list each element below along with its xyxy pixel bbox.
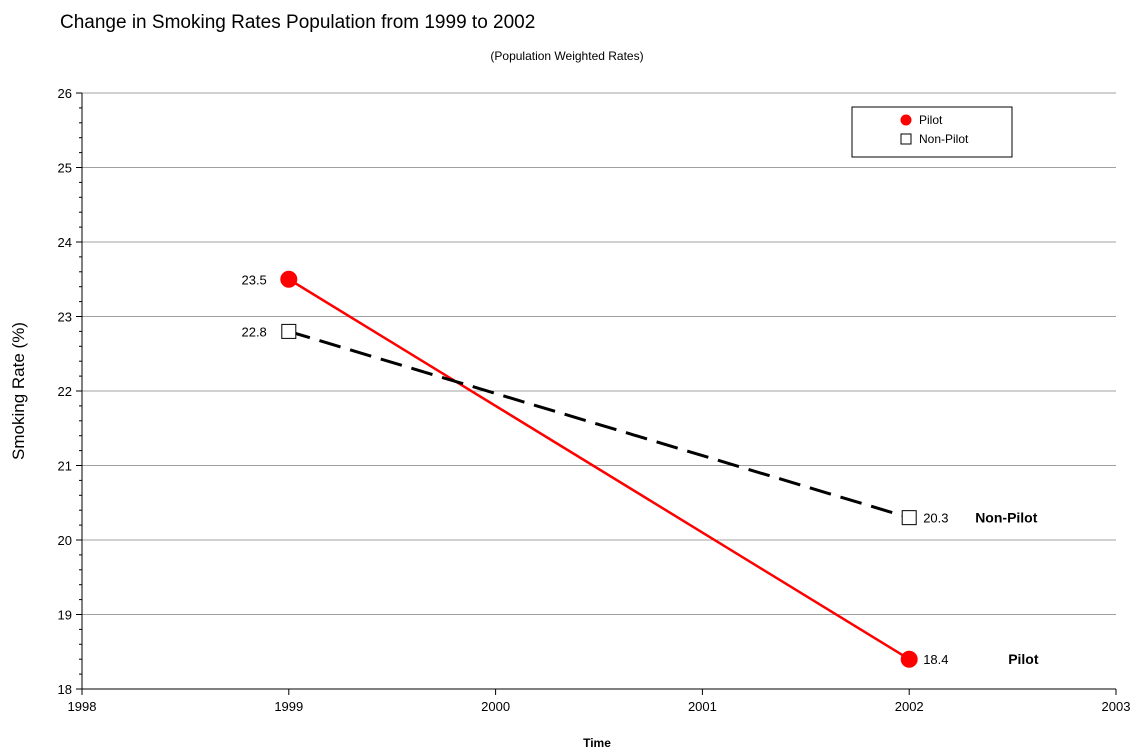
data-point-pilot <box>900 650 918 668</box>
y-tick-label-19: 19 <box>58 608 72 623</box>
end-label-non-pilot: Non-Pilot <box>975 510 1038 526</box>
x-tick-label-2001: 2001 <box>688 699 717 714</box>
x-tick-label-2002: 2002 <box>895 699 924 714</box>
data-label-non-pilot: 22.8 <box>241 324 266 339</box>
legend-label-pilot: Pilot <box>919 113 943 127</box>
data-label-pilot: 23.5 <box>241 272 266 287</box>
chart-title: Change in Smoking Rates Population from … <box>60 12 535 33</box>
y-tick-label-25: 25 <box>58 161 72 176</box>
data-point-non-pilot <box>281 323 297 339</box>
end-label-pilot: Pilot <box>1008 651 1039 667</box>
y-tick-label-18: 18 <box>58 682 72 697</box>
data-point-non-pilot <box>901 510 917 526</box>
y-tick-label-24: 24 <box>58 235 72 250</box>
legend-marker-non-pilot <box>900 133 912 145</box>
y-axis-label: Smoking Rate (%) <box>9 322 28 460</box>
y-tick-label-26: 26 <box>58 86 72 101</box>
series-line-non-pilot <box>288 329 910 520</box>
data-label-pilot: 18.4 <box>923 652 948 667</box>
y-tick-label-20: 20 <box>58 533 72 548</box>
legend-label-non-pilot: Non-Pilot <box>919 132 969 146</box>
legend-marker-pilot <box>900 114 912 126</box>
data-label-non-pilot: 20.3 <box>923 511 948 526</box>
x-axis-label: Time <box>583 736 611 750</box>
x-tick-label-2003: 2003 <box>1102 699 1131 714</box>
y-tick-label-21: 21 <box>58 459 72 474</box>
y-tick-label-23: 23 <box>58 310 72 325</box>
x-tick-label-2000: 2000 <box>481 699 510 714</box>
plot-area: 18 19 20 21 22 23 24 25 26 1998 1999 2000 2001 2002 20… <box>58 86 1131 714</box>
x-tick-label-1998: 1998 <box>68 699 97 714</box>
x-tick-label-1999: 1999 <box>274 699 303 714</box>
data-point-pilot <box>280 270 298 288</box>
series-line-pilot <box>288 278 910 661</box>
y-tick-label-22: 22 <box>58 384 72 399</box>
chart-subtitle: (Population Weighted Rates) <box>490 49 643 63</box>
legend-box <box>851 106 1013 158</box>
